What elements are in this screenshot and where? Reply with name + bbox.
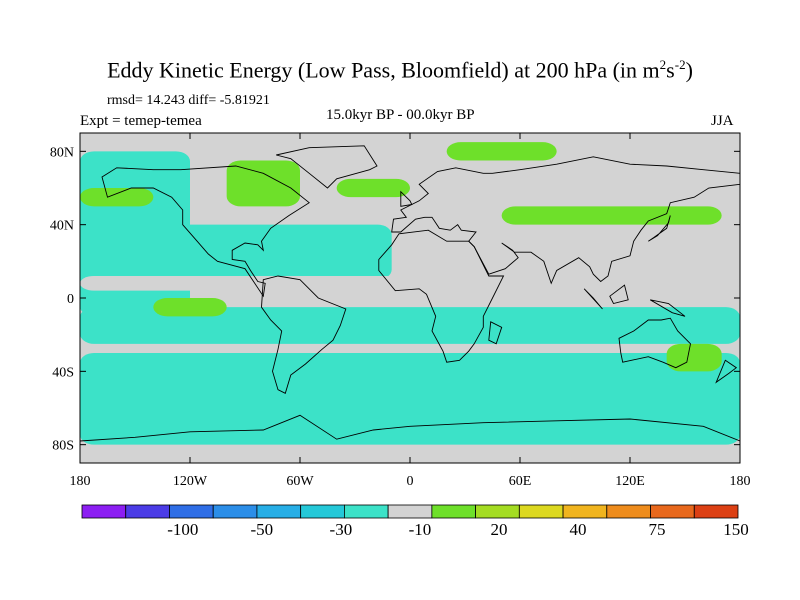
colorbar-swatch-3 [212, 504, 258, 519]
coastline-4 [378, 229, 505, 363]
coastline-2 [276, 145, 378, 189]
colorbar-label-1: -50 [250, 520, 273, 539]
x-tick-label-5: 120E [615, 474, 645, 489]
season-label: JJA [711, 113, 734, 129]
colorbar-swatch-1 [125, 504, 170, 519]
experiment-label: Expt = temep-temea [80, 113, 202, 129]
coastline-5 [488, 321, 503, 345]
colorbar: -100 -50 -30 -10 20 40 75 150 [81, 504, 749, 539]
colorbar-swatch-6 [343, 504, 389, 519]
title-sup1: 2 [659, 57, 667, 72]
coastline-7 [80, 414, 740, 463]
colorbar-label-7: 150 [723, 520, 749, 539]
stats-text: rmsd= 14.243 diff= -5.81921 [107, 93, 270, 108]
colorbar-swatch-14 [693, 504, 739, 519]
x-tick-label-6: 180 [730, 474, 751, 489]
x-tick-label-0: 180 [70, 474, 91, 489]
colorbar-label-0: -100 [167, 520, 198, 539]
coastline-12 [649, 299, 686, 317]
colorbar-swatch-9 [475, 504, 520, 519]
x-tick-label-2: 60W [286, 474, 314, 489]
coastline-11 [609, 284, 629, 305]
field-region-8 [446, 142, 557, 161]
field-region-3 [80, 353, 740, 445]
x-tick-label-1: 120W [173, 474, 208, 489]
title-sup2: -2 [674, 57, 686, 72]
y-tick-label-2: 0 [67, 292, 74, 307]
coastline-9 [648, 215, 671, 242]
title-end: ) [685, 57, 693, 83]
coastline-8 [400, 190, 413, 207]
colorbar-swatch-11 [562, 504, 608, 519]
field-region-9 [501, 206, 722, 225]
field-region-1 [80, 224, 392, 280]
colorbar-swatch-12 [606, 504, 651, 519]
colorbar-swatch-5 [300, 504, 345, 519]
colorbar-label-2: -30 [330, 520, 353, 539]
colorbar-label-4: 20 [490, 520, 507, 539]
colorbar-swatch-10 [518, 504, 564, 519]
colorbar-swatch-8 [431, 504, 477, 519]
colorbar-swatch-13 [650, 504, 695, 519]
field-region-6 [226, 160, 300, 207]
colorbar-swatch-2 [169, 504, 214, 519]
title-main: Eddy Kinetic Energy (Low Pass, Bloomfiel… [107, 57, 660, 83]
colorbar-swatch-4 [256, 504, 302, 519]
coastlines [80, 145, 740, 463]
coastline-3 [391, 156, 740, 285]
chart-title: Eddy Kinetic Energy (Low Pass, Bloomfiel… [0, 57, 800, 83]
coastline-0 [101, 165, 310, 298]
x-axis: 180 120W 60W 0 60E 120E 180 [70, 133, 751, 489]
field-region-7 [336, 178, 410, 198]
coastline-6 [618, 317, 691, 369]
y-tick-label-3: 40S [52, 365, 74, 380]
y-axis: 80N 40N 0 40S 80S [50, 145, 740, 454]
field-region-5 [80, 188, 154, 207]
coastline-10 [583, 288, 603, 310]
colorbar-label-5: 40 [569, 520, 586, 539]
colorbar-label-6: 75 [649, 520, 666, 539]
field-region-11 [666, 343, 722, 372]
y-tick-label-1: 40N [50, 219, 74, 234]
anomaly-field [80, 142, 740, 445]
period-label: 15.0kyr BP - 00.0kyr BP [326, 107, 475, 123]
x-tick-label-3: 0 [407, 474, 414, 489]
colorbar-label-3: -10 [409, 520, 432, 539]
x-tick-label-4: 60E [509, 474, 532, 489]
colorbar-swatch-7 [387, 504, 433, 519]
coastline-1 [261, 275, 347, 394]
coastline-13 [715, 359, 738, 384]
y-tick-label-0: 80N [50, 145, 74, 160]
title-mid: s [666, 57, 675, 83]
colorbar-swatch-0 [81, 504, 127, 519]
field-region-10 [153, 298, 227, 317]
y-tick-label-4: 80S [52, 439, 74, 454]
field-region-4 [80, 276, 740, 291]
field-region-2 [80, 307, 740, 344]
